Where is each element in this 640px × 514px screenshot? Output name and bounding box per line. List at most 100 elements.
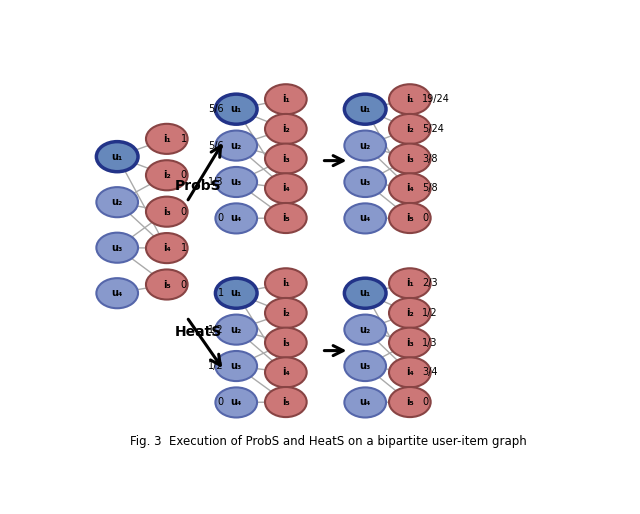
- Text: u₄: u₄: [230, 397, 242, 408]
- Text: Fig. 3  Execution of ProbS and HeatS on a bipartite user-item graph: Fig. 3 Execution of ProbS and HeatS on a…: [130, 434, 526, 448]
- Text: 0: 0: [180, 170, 187, 180]
- Text: 2/3: 2/3: [422, 278, 438, 288]
- Ellipse shape: [216, 388, 257, 417]
- Text: 5/8: 5/8: [422, 183, 438, 193]
- Text: 0: 0: [180, 207, 187, 217]
- Text: i₄: i₄: [406, 368, 413, 377]
- Text: HeatS: HeatS: [175, 325, 221, 339]
- Text: u₃: u₃: [360, 361, 371, 371]
- Ellipse shape: [265, 203, 307, 233]
- Text: i₄: i₄: [282, 183, 290, 193]
- Text: 1/2: 1/2: [422, 308, 438, 318]
- Text: 19/24: 19/24: [422, 94, 450, 104]
- Ellipse shape: [146, 197, 188, 227]
- Text: u₁: u₁: [230, 288, 242, 298]
- Ellipse shape: [344, 94, 386, 124]
- Ellipse shape: [389, 143, 431, 174]
- Ellipse shape: [216, 204, 257, 233]
- Text: i₃: i₃: [282, 338, 290, 347]
- Text: i₄: i₄: [163, 243, 171, 253]
- Text: i₅: i₅: [406, 213, 413, 223]
- Text: 1/3: 1/3: [422, 338, 438, 347]
- Text: 5/6: 5/6: [208, 141, 224, 151]
- Ellipse shape: [265, 84, 307, 114]
- Text: u₃: u₃: [230, 361, 242, 371]
- Ellipse shape: [389, 357, 431, 388]
- Ellipse shape: [344, 351, 386, 381]
- Text: 5/6: 5/6: [208, 104, 224, 114]
- Text: i₄: i₄: [406, 183, 413, 193]
- Ellipse shape: [97, 142, 138, 172]
- Ellipse shape: [97, 233, 138, 263]
- Text: u₂: u₂: [360, 141, 371, 151]
- Text: i₁: i₁: [282, 278, 290, 288]
- Text: i₅: i₅: [282, 213, 290, 223]
- Text: i₂: i₂: [282, 308, 290, 318]
- Text: 1/3: 1/3: [209, 177, 224, 187]
- Text: i₃: i₃: [406, 154, 413, 163]
- Text: u₄: u₄: [230, 213, 242, 224]
- Text: u₃: u₃: [230, 177, 242, 187]
- Text: i₅: i₅: [406, 397, 413, 407]
- Text: ProbS: ProbS: [175, 179, 221, 193]
- Ellipse shape: [146, 269, 188, 300]
- Ellipse shape: [97, 187, 138, 217]
- Ellipse shape: [389, 173, 431, 204]
- Text: u₂: u₂: [230, 141, 242, 151]
- Text: i₂: i₂: [282, 124, 290, 134]
- Ellipse shape: [216, 278, 257, 308]
- Text: 3/4: 3/4: [422, 368, 438, 377]
- Text: 1: 1: [218, 288, 224, 298]
- Ellipse shape: [389, 268, 431, 298]
- Text: u₁: u₁: [230, 104, 242, 114]
- Text: i₁: i₁: [406, 94, 413, 104]
- Text: u₁: u₁: [360, 104, 371, 114]
- Text: i₂: i₂: [163, 170, 171, 180]
- Text: 3/8: 3/8: [422, 154, 438, 163]
- Ellipse shape: [146, 233, 188, 263]
- Text: 0: 0: [180, 280, 187, 289]
- Text: 0: 0: [422, 213, 428, 223]
- Ellipse shape: [97, 278, 138, 308]
- Ellipse shape: [265, 298, 307, 328]
- Text: u₂: u₂: [360, 325, 371, 335]
- Text: 5/24: 5/24: [422, 124, 444, 134]
- Ellipse shape: [265, 173, 307, 204]
- Text: i₁: i₁: [282, 94, 290, 104]
- Text: i₃: i₃: [406, 338, 413, 347]
- Text: u₃: u₃: [111, 243, 123, 253]
- Ellipse shape: [216, 351, 257, 381]
- Ellipse shape: [146, 160, 188, 190]
- Text: i₂: i₂: [406, 124, 413, 134]
- Text: u₄: u₄: [360, 397, 371, 408]
- Text: i₂: i₂: [406, 308, 413, 318]
- Ellipse shape: [146, 124, 188, 154]
- Ellipse shape: [265, 268, 307, 298]
- Text: u₄: u₄: [360, 213, 371, 224]
- Text: 0: 0: [218, 397, 224, 408]
- Ellipse shape: [344, 388, 386, 417]
- Text: i₅: i₅: [282, 397, 290, 407]
- Ellipse shape: [344, 278, 386, 308]
- Text: u₂: u₂: [111, 197, 123, 207]
- Text: u₁: u₁: [111, 152, 123, 162]
- Ellipse shape: [344, 131, 386, 161]
- Text: u₁: u₁: [360, 288, 371, 298]
- Ellipse shape: [216, 315, 257, 345]
- Ellipse shape: [265, 327, 307, 358]
- Text: 0: 0: [218, 213, 224, 224]
- Ellipse shape: [344, 204, 386, 233]
- Text: u₃: u₃: [360, 177, 371, 187]
- Ellipse shape: [216, 167, 257, 197]
- Ellipse shape: [265, 143, 307, 174]
- Text: 0: 0: [422, 397, 428, 407]
- Ellipse shape: [265, 357, 307, 388]
- Ellipse shape: [265, 387, 307, 417]
- Ellipse shape: [216, 94, 257, 124]
- Text: u₄: u₄: [111, 288, 123, 298]
- Ellipse shape: [389, 387, 431, 417]
- Text: 1/2: 1/2: [208, 361, 224, 371]
- Text: i₄: i₄: [282, 368, 290, 377]
- Ellipse shape: [389, 327, 431, 358]
- Ellipse shape: [389, 203, 431, 233]
